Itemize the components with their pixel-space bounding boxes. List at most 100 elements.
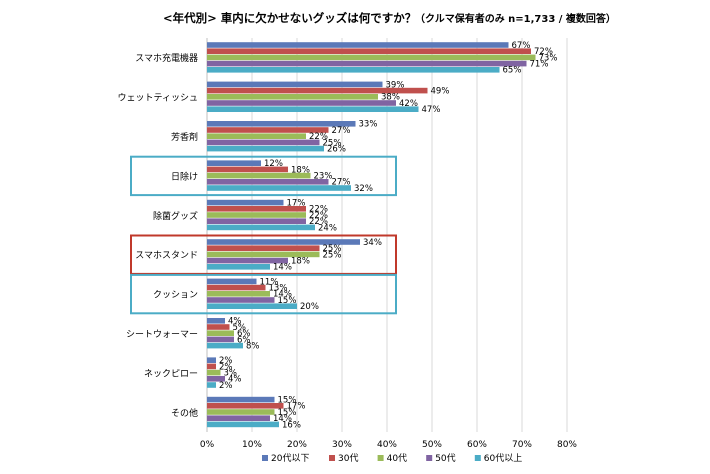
bar (207, 357, 216, 363)
bar (207, 376, 225, 382)
x-tick-label: 0% (200, 440, 215, 450)
bar (207, 257, 288, 264)
data-label: 34% (363, 238, 382, 248)
bar (207, 218, 306, 224)
bar (207, 403, 284, 409)
data-label: 11% (260, 277, 279, 287)
bar (207, 54, 536, 61)
bar (207, 133, 306, 139)
data-label: 73% (539, 53, 558, 63)
bar (207, 318, 225, 324)
x-tick-label: 30% (332, 440, 352, 450)
x-tick-label: 10% (242, 440, 262, 450)
bar (207, 409, 275, 415)
data-label: 14% (273, 263, 292, 273)
legend-label: 40代 (387, 453, 407, 464)
data-label: 33% (359, 120, 378, 130)
data-label: 18% (291, 165, 310, 175)
bar (207, 179, 329, 185)
bar (207, 60, 527, 67)
data-label: 3% (224, 369, 238, 379)
data-label: 14% (273, 290, 292, 300)
category-labels: スマホ充電機器ウェットティッシュ芳香剤日除け除菌グッズスマホスタンドクッションシ… (118, 52, 198, 419)
x-tick-label: 80% (557, 440, 577, 450)
data-label: 25% (323, 244, 342, 254)
category-label: スマホスタンド (135, 250, 198, 261)
category-label: その他 (171, 407, 198, 419)
data-label: 39% (386, 80, 405, 90)
bar (207, 224, 315, 231)
legend: 20代以下 30代 40代 50代 60代以上 (262, 453, 522, 464)
bar (207, 415, 270, 421)
category-label: スマホ充電機器 (135, 52, 198, 64)
bar (207, 245, 320, 251)
bar (207, 199, 284, 206)
x-tick-label: 20% (287, 440, 307, 450)
legend-swatch (426, 455, 433, 461)
chart-subtitle: （クルマ保有者のみ n=1,733 / 複数回答） (415, 12, 616, 25)
data-label: 65% (503, 66, 522, 76)
highlight-box (130, 234, 397, 275)
bar (207, 166, 288, 173)
data-label: 20% (300, 302, 319, 312)
data-label: 18% (291, 257, 310, 267)
legend-swatch (377, 455, 384, 461)
bar (207, 67, 500, 73)
bar (207, 87, 428, 94)
data-labels: 67%72%73%71%65%39%49%38%42%47%33%27%22%2… (219, 41, 557, 430)
data-label: 22% (309, 205, 328, 215)
legend-label: 30代 (338, 453, 358, 464)
data-label: 17% (287, 199, 306, 209)
data-label: 32% (354, 184, 373, 194)
legend-swatch (262, 455, 268, 461)
data-label: 14% (273, 414, 292, 424)
bar (207, 42, 509, 48)
data-label: 15% (278, 296, 297, 306)
bar (207, 185, 351, 191)
category-label: クッション (153, 290, 198, 301)
category-label: 芳香剤 (171, 131, 198, 143)
bar (207, 291, 270, 297)
data-label: 2% (219, 362, 233, 372)
bar (207, 145, 324, 152)
legend-label: 60代以上 (484, 453, 522, 464)
data-label: 4% (228, 317, 242, 327)
data-label: 16% (282, 420, 301, 430)
data-label: 49% (431, 87, 450, 97)
bar (207, 297, 275, 303)
bar (207, 81, 383, 88)
x-tick-label: 60% (467, 440, 487, 450)
bar (207, 264, 270, 270)
bar (207, 278, 257, 285)
bar (207, 336, 234, 343)
bar (207, 206, 306, 212)
bar (207, 212, 306, 218)
x-tick-label: 40% (377, 440, 397, 450)
bar (207, 94, 378, 100)
bar (207, 324, 230, 330)
data-label: 6% (237, 335, 251, 345)
x-tick-label: 70% (512, 440, 532, 450)
category-label: ネックピロー (144, 368, 198, 379)
data-label: 25% (323, 250, 342, 260)
bar (207, 363, 216, 370)
data-label: 8% (246, 342, 260, 352)
category-label: シートウォーマー (126, 329, 198, 340)
bar (207, 382, 216, 388)
bar (207, 139, 320, 146)
data-label: 26% (327, 145, 346, 155)
bar (207, 121, 356, 127)
bar (207, 100, 396, 106)
data-label: 25% (323, 138, 342, 148)
bar (207, 172, 311, 179)
data-label: 23% (314, 172, 333, 182)
data-label: 27% (332, 178, 351, 188)
data-label: 72% (534, 47, 553, 57)
data-label: 38% (381, 93, 400, 103)
bar (207, 48, 531, 54)
data-label: 17% (287, 402, 306, 412)
category-label: 日除け (171, 170, 198, 182)
bar (207, 251, 320, 258)
bar (207, 106, 419, 112)
